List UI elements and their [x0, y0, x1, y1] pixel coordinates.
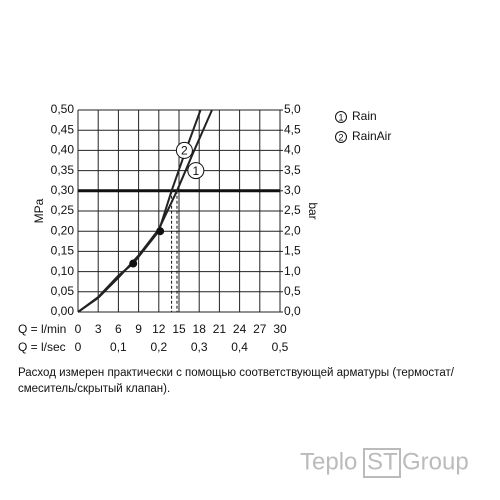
x-tick-label: 3: [95, 322, 102, 336]
y-tick-label: 0,30: [51, 183, 75, 197]
y2-tick-label: 5,0: [284, 102, 301, 116]
watermark-text: ST: [367, 448, 398, 475]
y-tick-label: 0,00: [51, 304, 75, 318]
legend-label: RainAir: [352, 129, 391, 143]
y2-tick-label: 4,5: [284, 122, 301, 136]
legend-marker: [335, 111, 347, 123]
y2-tick-label: 0,5: [284, 284, 301, 298]
x-tick-label: 9: [135, 322, 142, 336]
y-tick-label: 0,45: [51, 122, 75, 136]
curve-marker: [175, 141, 193, 159]
watermark-text: Teplo: [300, 448, 357, 475]
x2-row-label: Q = l/sec: [18, 340, 66, 354]
legend-label: Rain: [352, 109, 377, 123]
y2-tick-label: 1,5: [284, 244, 301, 258]
x-tick-label: 30: [273, 322, 287, 336]
x-tick-label: 12: [152, 322, 166, 336]
watermark-text: Group: [402, 448, 469, 475]
curve-marker-label: 1: [192, 164, 199, 178]
x2-tick-label: 0,1: [110, 340, 127, 354]
legend-number: 2: [338, 132, 343, 142]
x2-tick-label: 0: [75, 340, 82, 354]
x2-tick-label: 0,3: [191, 340, 208, 354]
point: [129, 259, 138, 268]
x-tick-label: 24: [233, 322, 247, 336]
y-tick-label: 0,40: [51, 143, 75, 157]
y2-tick-label: 2,0: [284, 223, 301, 237]
y2-tick-label: 2,5: [284, 203, 301, 217]
legend-number: 1: [338, 112, 343, 122]
x-tick-label: 0: [75, 322, 82, 336]
watermark: Teplo ST Group: [300, 448, 469, 478]
y-tick-label: 0,50: [51, 102, 75, 116]
y-tick-label: 0,35: [51, 163, 75, 177]
curve-marker: [187, 162, 205, 180]
x-tick-label: 6: [115, 322, 122, 336]
y-tick-label: 0,05: [51, 284, 75, 298]
y2-tick-label: 3,0: [284, 183, 301, 197]
y-axis-label: MPa: [32, 198, 46, 223]
x2-tick-label: 0,5: [272, 340, 289, 354]
x2-tick-label: 0,4: [231, 340, 248, 354]
y-tick-label: 0,10: [51, 264, 75, 278]
x-row-label: Q = l/min: [18, 322, 66, 336]
point: [156, 227, 165, 236]
y-tick-label: 0,15: [51, 244, 75, 258]
y2-tick-label: 1,0: [284, 264, 301, 278]
x2-tick-label: 0,2: [150, 340, 167, 354]
y2-tick-label: 0,0: [284, 304, 301, 318]
footnote: Расход измерен практически с помощью соо…: [18, 367, 455, 379]
legend-marker: [335, 131, 347, 143]
y-tick-label: 0,20: [51, 223, 75, 237]
x-tick-label: 21: [213, 322, 227, 336]
y2-tick-label: 4,0: [284, 143, 301, 157]
x-tick-label: 15: [172, 322, 186, 336]
y2-axis-label: bar: [306, 202, 320, 219]
y2-tick-label: 3,5: [284, 163, 301, 177]
curve-marker-label: 2: [181, 144, 188, 158]
watermark-box: [363, 448, 401, 478]
x-tick-label: 18: [193, 322, 207, 336]
x-tick-label: 27: [253, 322, 267, 336]
footnote: смеситель/скрытый клапан).: [18, 383, 170, 395]
y-tick-label: 0,25: [51, 203, 75, 217]
